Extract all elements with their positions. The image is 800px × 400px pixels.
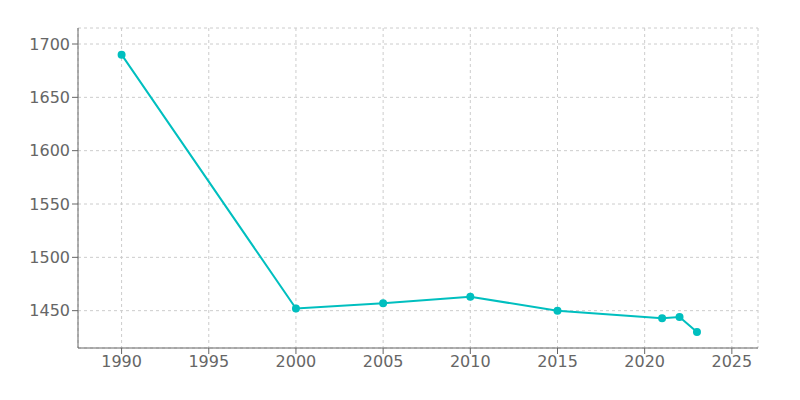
svg-text:1600: 1600 <box>29 141 70 160</box>
svg-text:1500: 1500 <box>29 248 70 267</box>
svg-text:1990: 1990 <box>101 352 142 371</box>
svg-text:1700: 1700 <box>29 35 70 54</box>
svg-text:1995: 1995 <box>188 352 229 371</box>
svg-text:1650: 1650 <box>29 88 70 107</box>
svg-text:2015: 2015 <box>537 352 578 371</box>
svg-text:2000: 2000 <box>276 352 317 371</box>
svg-text:2010: 2010 <box>450 352 491 371</box>
svg-text:2025: 2025 <box>711 352 752 371</box>
svg-text:1450: 1450 <box>29 301 70 320</box>
svg-text:1550: 1550 <box>29 195 70 214</box>
svg-text:2005: 2005 <box>363 352 404 371</box>
svg-text:2020: 2020 <box>624 352 665 371</box>
